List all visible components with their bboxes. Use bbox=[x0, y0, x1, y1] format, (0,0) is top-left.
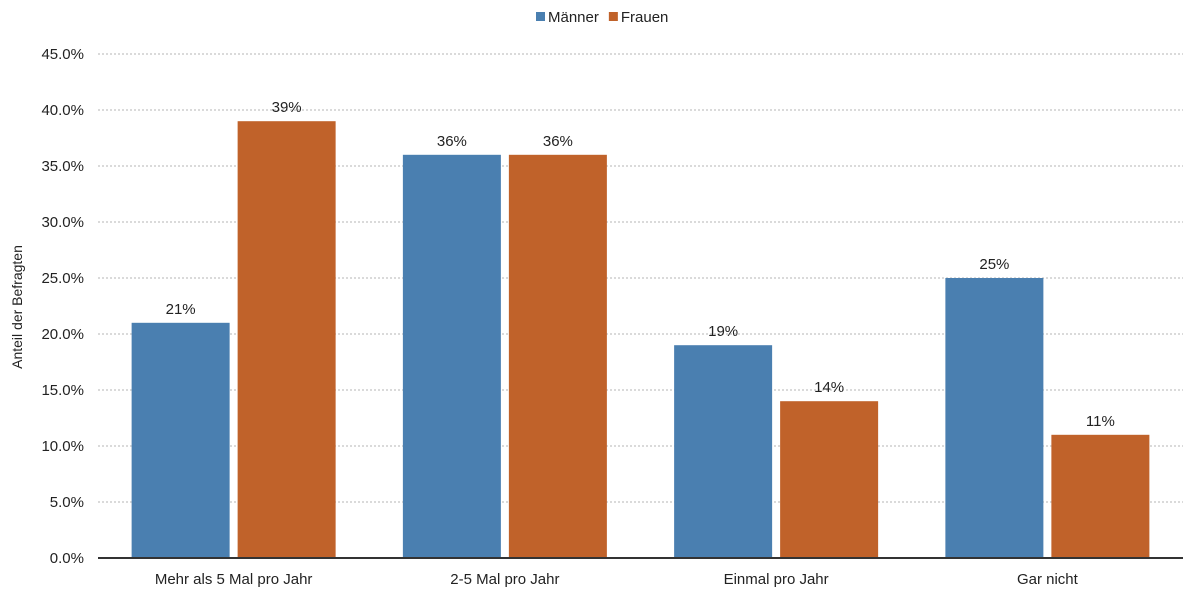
bar-frauen bbox=[508, 154, 607, 559]
data-label: 39% bbox=[272, 99, 302, 116]
y-tick-label: 0.0% bbox=[50, 550, 84, 567]
data-label: 36% bbox=[543, 133, 573, 150]
bars bbox=[131, 121, 1150, 559]
y-axis-ticks: 0.0% 5.0% 10.0% 15.0% 20.0% 25.0% 30.0% 35.0% 40… bbox=[41, 46, 84, 567]
data-label: 25% bbox=[979, 256, 1009, 273]
legend-label: Männer bbox=[548, 9, 599, 26]
data-label: 21% bbox=[166, 301, 196, 318]
x-category-label: 2-5 Mal pro Jahr bbox=[450, 571, 559, 588]
data-label: 14% bbox=[814, 379, 844, 396]
x-category-label: Einmal pro Jahr bbox=[724, 571, 829, 588]
bar-m-nner bbox=[402, 154, 501, 559]
y-tick-label: 15.0% bbox=[41, 382, 84, 399]
y-tick-label: 25.0% bbox=[41, 270, 84, 287]
x-category-label: Gar nicht bbox=[1017, 571, 1079, 588]
bar-frauen bbox=[1051, 434, 1150, 558]
data-labels: 21% 39% 36% 36% 19% 14% 25% 11% bbox=[166, 99, 1115, 430]
data-label: 19% bbox=[708, 323, 738, 340]
bar-frauen bbox=[237, 121, 336, 558]
bar-m-nner bbox=[131, 322, 230, 558]
bar-frauen bbox=[780, 401, 879, 558]
data-label: 11% bbox=[1086, 413, 1115, 430]
y-tick-label: 30.0% bbox=[41, 214, 84, 231]
legend-swatch bbox=[608, 12, 618, 21]
bar-m-nner bbox=[674, 345, 773, 558]
y-tick-label: 10.0% bbox=[41, 438, 84, 455]
y-tick-label: 35.0% bbox=[41, 158, 84, 175]
legend: Männer Frauen bbox=[536, 9, 668, 26]
legend-item: Frauen bbox=[608, 9, 669, 26]
y-axis-label: Anteil der Befragten bbox=[9, 245, 25, 369]
bar-m-nner bbox=[945, 278, 1044, 558]
y-tick-label: 20.0% bbox=[41, 326, 84, 343]
legend-item: Männer bbox=[536, 9, 599, 26]
data-label: 36% bbox=[437, 133, 467, 150]
y-tick-label: 45.0% bbox=[41, 46, 84, 63]
legend-label: Frauen bbox=[621, 9, 669, 26]
legend-swatch bbox=[536, 12, 545, 21]
x-axis-categories: Mehr als 5 Mal pro Jahr 2-5 Mal pro Jahr E… bbox=[155, 571, 1079, 588]
y-tick-label: 5.0% bbox=[50, 494, 84, 511]
x-category-label: Mehr als 5 Mal pro Jahr bbox=[155, 571, 313, 588]
y-tick-label: 40.0% bbox=[41, 102, 84, 119]
